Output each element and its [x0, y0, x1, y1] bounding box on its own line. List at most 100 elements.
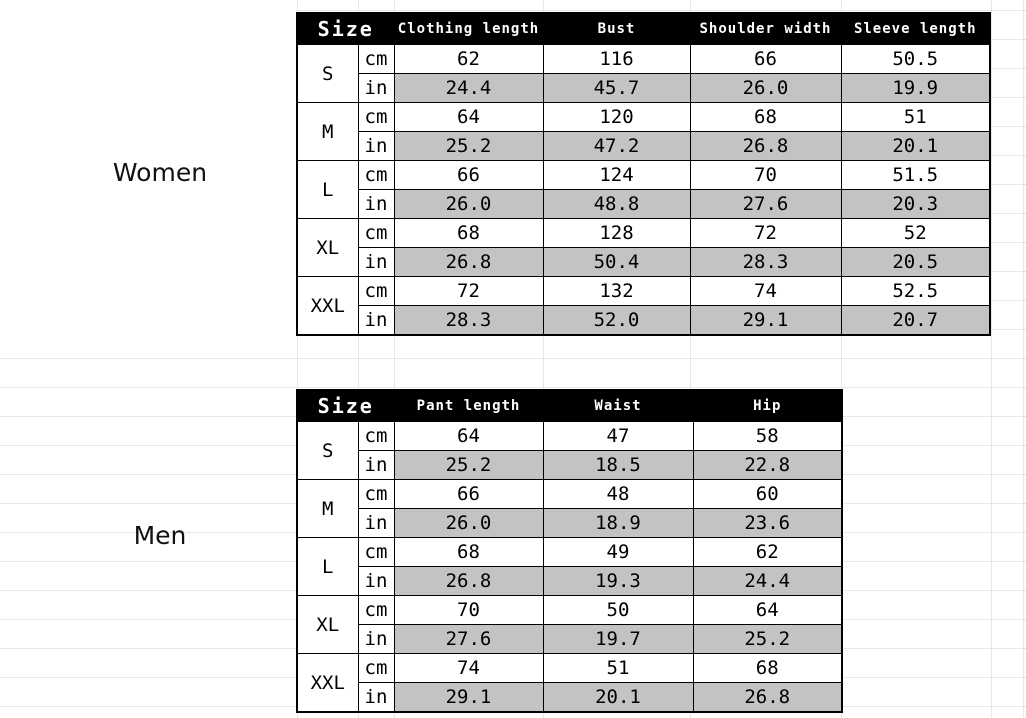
gridline-vertical	[991, 0, 992, 718]
size-row-cm: XL cm 68 128 72 52	[296, 218, 991, 277]
gridline-vertical	[543, 0, 544, 718]
size-column-header: Size	[296, 389, 395, 422]
women-section-label: Women	[112, 158, 208, 187]
measurement-value-cm: 50.5	[840, 44, 991, 74]
measurement-value-in: 29.1	[689, 305, 842, 336]
size-row-in: in 29.1 20.1 26.8	[297, 682, 843, 713]
measurement-value-cm: 52.5	[840, 276, 991, 306]
measurement-value-cm: 68	[692, 653, 843, 683]
women-size-table: Size Clothing length Bust Shoulder width Sle…	[296, 12, 991, 336]
measurement-value-in: 47.2	[542, 131, 691, 161]
measurement-value-cm: 51	[840, 102, 991, 132]
measurement-value-in: 25.2	[692, 624, 843, 654]
measurement-value-in: 26.8	[689, 131, 842, 161]
gridline-horizontal	[0, 387, 1026, 388]
measurement-value-in: 18.9	[542, 508, 694, 538]
measurement-value-in: 19.9	[840, 73, 991, 103]
column-header: Hip	[692, 389, 843, 422]
unit-cell-cm: cm	[357, 653, 395, 683]
measurement-value-cm: 50	[542, 595, 694, 625]
measurement-value-in: 20.5	[840, 247, 991, 277]
table-header: Size Clothing length Bust Shoulder width Sle…	[296, 12, 991, 45]
table-header: Size Pant length Waist Hip	[296, 389, 843, 422]
unit-cell-cm: cm	[357, 595, 395, 625]
measurement-value-in: 25.2	[393, 131, 544, 161]
unit-cell-in: in	[357, 450, 395, 480]
size-label-cell: L	[296, 537, 359, 596]
measurement-value-cm: 48	[542, 479, 694, 509]
gridline-vertical	[297, 0, 298, 718]
size-row-in: in 26.8 19.3 24.4	[297, 566, 843, 596]
size-row-in: in 26.0 48.8 27.6 20.3	[297, 189, 991, 219]
unit-cell-cm: cm	[357, 276, 395, 306]
unit-cell-in: in	[357, 247, 395, 277]
measurement-value-in: 27.6	[393, 624, 544, 654]
measurement-value-cm: 132	[542, 276, 691, 306]
unit-cell-cm: cm	[357, 537, 395, 567]
measurement-value-in: 23.6	[692, 508, 843, 538]
measurement-value-in: 28.3	[689, 247, 842, 277]
gridline-vertical	[1023, 0, 1024, 718]
measurement-value-in: 26.8	[393, 566, 544, 596]
size-label-cell: XXL	[296, 653, 359, 713]
measurement-value-in: 24.4	[393, 73, 544, 103]
measurement-value-cm: 47	[542, 421, 694, 451]
measurement-value-cm: 64	[393, 421, 544, 451]
measurement-value-cm: 64	[393, 102, 544, 132]
measurement-value-in: 24.4	[692, 566, 843, 596]
measurement-value-cm: 68	[689, 102, 842, 132]
measurement-value-in: 19.7	[542, 624, 694, 654]
size-row-in: in 27.6 19.7 25.2	[297, 624, 843, 654]
gridline-vertical	[690, 0, 691, 718]
header-row: Size Pant length Waist Hip	[296, 389, 843, 422]
measurement-value-cm: 68	[393, 537, 544, 567]
measurement-value-in: 26.0	[393, 189, 544, 219]
size-row-cm: XL cm 70 50 64	[296, 595, 843, 654]
size-label-cell: M	[296, 479, 359, 538]
measurement-value-cm: 74	[393, 653, 544, 683]
gridline-vertical	[394, 0, 395, 718]
size-label-cell: L	[296, 160, 359, 219]
measurement-value-cm: 68	[393, 218, 544, 248]
size-row-in: in 26.0 18.9 23.6	[297, 508, 843, 538]
measurement-value-cm: 58	[692, 421, 843, 451]
unit-cell-cm: cm	[357, 421, 395, 451]
size-row-in: in 24.4 45.7 26.0 19.9	[297, 73, 991, 103]
measurement-value-cm: 66	[689, 44, 842, 74]
size-label-cell: XXL	[296, 276, 359, 336]
column-header: Bust	[542, 12, 691, 45]
measurement-value-cm: 66	[393, 160, 544, 190]
measurement-value-cm: 49	[542, 537, 694, 567]
measurement-value-in: 25.2	[393, 450, 544, 480]
size-row-cm: XXL cm 74 51 68	[296, 653, 843, 713]
gridline-horizontal	[0, 358, 1026, 359]
measurement-value-in: 19.3	[542, 566, 694, 596]
column-header: Clothing length	[393, 12, 544, 45]
measurement-value-cm: 128	[542, 218, 691, 248]
measurement-value-in: 20.1	[840, 131, 991, 161]
measurement-value-in: 28.3	[393, 305, 544, 336]
measurement-value-cm: 120	[542, 102, 691, 132]
measurement-value-in: 22.8	[692, 450, 843, 480]
gridline-vertical	[841, 0, 842, 718]
measurement-value-cm: 70	[393, 595, 544, 625]
size-label-cell: S	[296, 44, 359, 103]
size-row-in: in 28.3 52.0 29.1 20.7	[297, 305, 991, 336]
size-label-cell: S	[296, 421, 359, 480]
measurement-value-cm: 72	[393, 276, 544, 306]
measurement-value-in: 20.3	[840, 189, 991, 219]
measurement-value-cm: 72	[689, 218, 842, 248]
size-row-in: in 25.2 18.5 22.8	[297, 450, 843, 480]
measurement-value-in: 26.8	[393, 247, 544, 277]
measurement-value-in: 29.1	[393, 682, 544, 713]
men-section-label: Men	[133, 520, 187, 550]
